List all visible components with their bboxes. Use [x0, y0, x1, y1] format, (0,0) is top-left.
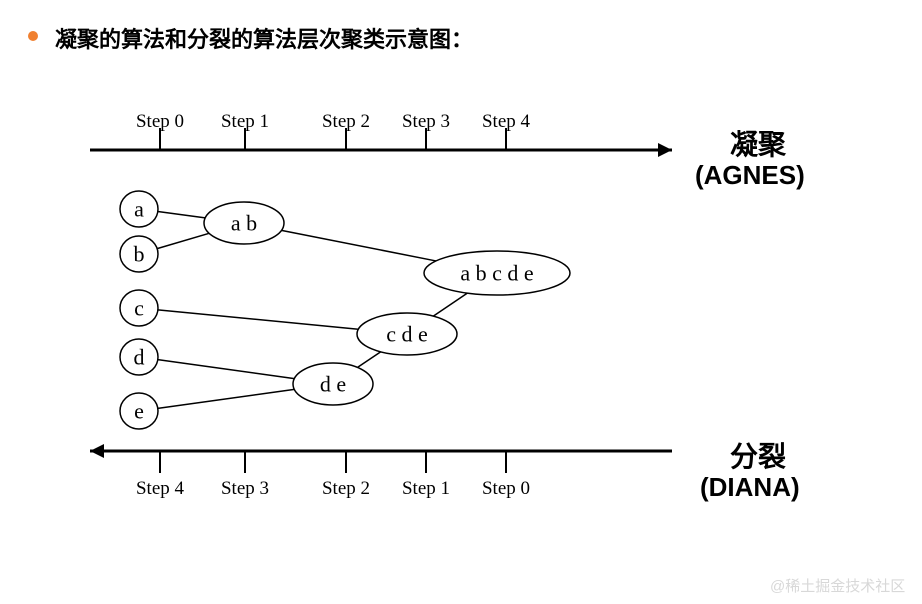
agnes-label-en: (AGNES) [695, 160, 805, 191]
svg-text:Step 2: Step 2 [322, 111, 370, 132]
svg-text:Step 3: Step 3 [402, 111, 450, 132]
diana-label-cn: 分裂 [730, 435, 786, 475]
watermark: @稀土掘金技术社区 [770, 575, 905, 596]
svg-text:a b: a b [231, 211, 257, 236]
svg-text:Step 1: Step 1 [402, 478, 450, 499]
svg-text:Step 2: Step 2 [322, 478, 370, 499]
hierarchical-clustering-diagram: Step 0 Step 1 Step 2 Step 3 Step 4 Step 4 Step… [0, 0, 922, 604]
svg-text:c: c [134, 296, 144, 321]
svg-text:a b c d e: a b c d e [460, 261, 533, 286]
svg-text:Step 0: Step 0 [482, 478, 530, 499]
svg-text:Step 3: Step 3 [221, 478, 269, 499]
svg-text:a: a [134, 197, 144, 222]
diana-label-en: (DIANA) [700, 472, 800, 503]
svg-text:b: b [134, 242, 145, 267]
svg-text:d e: d e [320, 372, 346, 397]
svg-text:Step 1: Step 1 [221, 111, 269, 132]
svg-text:Step 0: Step 0 [136, 111, 184, 132]
agnes-label-cn: 凝聚 [730, 123, 786, 163]
svg-text:d: d [134, 345, 145, 370]
svg-text:e: e [134, 399, 144, 424]
svg-text:Step 4: Step 4 [136, 478, 185, 499]
svg-text:c d e: c d e [386, 322, 428, 347]
svg-text:Step 4: Step 4 [482, 111, 531, 132]
